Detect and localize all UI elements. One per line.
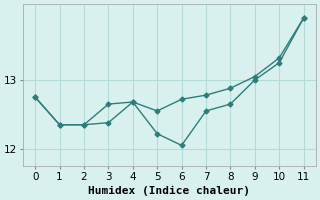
X-axis label: Humidex (Indice chaleur): Humidex (Indice chaleur) [88,186,251,196]
